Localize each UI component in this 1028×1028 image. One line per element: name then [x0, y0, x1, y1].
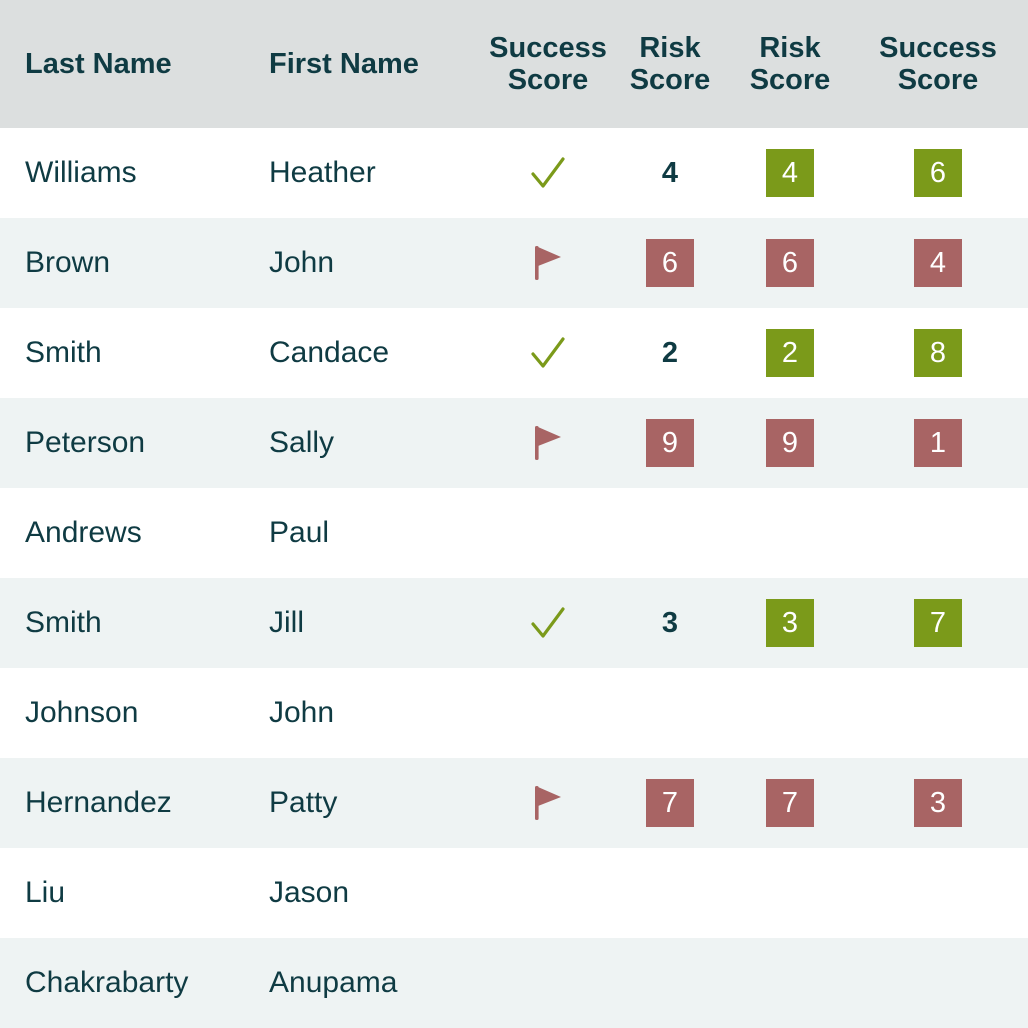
table-row[interactable]: Andrews Paul [0, 488, 1028, 578]
success-score-badge: 8 [914, 329, 962, 377]
header-risk-score[interactable]: Risk Score [610, 0, 730, 128]
table-header: Last Name First Name Success Score Risk Sc… [0, 0, 1028, 128]
last-name-cell: Liu [25, 876, 66, 909]
first-name-cell: John [269, 246, 335, 279]
risk-score-badge-cell: 3 [730, 578, 850, 668]
first-name-cell: Candace [269, 336, 390, 369]
risk-score-badge-cell: 2 [730, 308, 850, 398]
risk-score-badge: 6 [646, 239, 694, 287]
last-name-cell: Johnson [25, 696, 139, 729]
success-score-badge-cell: 3 [878, 758, 998, 848]
header-success-score-line1: Success [489, 32, 607, 64]
risk-score-badge: 2 [766, 329, 814, 377]
flag-icon [488, 758, 608, 848]
risk-score-cell: 4 [610, 128, 730, 218]
risk-score-value: 4 [661, 156, 679, 189]
last-name-cell: Smith [25, 606, 102, 639]
table-row[interactable]: Williams Heather 4 4 6 [0, 128, 1028, 218]
risk-score-badge: 9 [646, 419, 694, 467]
header-risk-score-badge[interactable]: Risk Score [730, 0, 850, 128]
success-score-badge-cell: 6 [878, 128, 998, 218]
header-risk-score-badge-line2: Score [749, 64, 831, 96]
table-row[interactable]: Johnson John [0, 668, 1028, 758]
first-name-cell: John [269, 696, 335, 729]
flag-icon [488, 218, 608, 308]
risk-score-badge: 3 [766, 599, 814, 647]
last-name-cell: Chakrabarty [25, 966, 189, 999]
table-row[interactable]: Brown John 6 6 4 [0, 218, 1028, 308]
risk-score-badge-cell: 4 [730, 128, 850, 218]
risk-score-cell: 9 [610, 398, 730, 488]
header-risk-score-line2: Score [629, 64, 711, 96]
check-icon [488, 308, 608, 398]
success-score-badge-cell: 4 [878, 218, 998, 308]
header-last-name[interactable]: Last Name [25, 48, 172, 80]
risk-score-badge: 6 [766, 239, 814, 287]
header-risk-score-badge-line1: Risk [759, 32, 821, 64]
success-score-badge: 3 [914, 779, 962, 827]
risk-score-badge: 9 [766, 419, 814, 467]
risk-score-value: 2 [661, 336, 679, 369]
first-name-cell: Heather [269, 156, 376, 189]
header-first-name[interactable]: First Name [269, 48, 419, 80]
last-name-cell: Williams [25, 156, 137, 189]
header-success-score-badge-line2: Score [897, 64, 979, 96]
table-row[interactable]: Liu Jason [0, 848, 1028, 938]
success-score-badge: 7 [914, 599, 962, 647]
success-score-badge: 1 [914, 419, 962, 467]
first-name-cell: Anupama [269, 966, 398, 999]
success-score-badge-cell: 8 [878, 308, 998, 398]
table-row[interactable]: Smith Candace 2 2 8 [0, 308, 1028, 398]
last-name-cell: Brown [25, 246, 111, 279]
header-success-score-line2: Score [507, 64, 589, 96]
first-name-cell: Patty [269, 786, 338, 819]
table-row[interactable]: Hernandez Patty 7 7 3 [0, 758, 1028, 848]
risk-score-value: 3 [661, 606, 679, 639]
risk-score-cell: 7 [610, 758, 730, 848]
last-name-cell: Andrews [25, 516, 142, 549]
risk-score-cell: 3 [610, 578, 730, 668]
risk-score-badge: 7 [766, 779, 814, 827]
success-score-badge-cell: 1 [878, 398, 998, 488]
success-score-badge: 6 [914, 149, 962, 197]
first-name-cell: Jill [269, 606, 304, 639]
first-name-cell: Sally [269, 426, 335, 459]
header-success-score-badge-line1: Success [879, 32, 997, 64]
risk-score-cell: 2 [610, 308, 730, 398]
risk-score-badge-cell: 7 [730, 758, 850, 848]
last-name-cell: Hernandez [25, 786, 172, 819]
header-success-score[interactable]: Success Score [488, 0, 608, 128]
last-name-cell: Peterson [25, 426, 146, 459]
header-risk-score-line1: Risk [639, 32, 701, 64]
last-name-cell: Smith [25, 336, 102, 369]
table-row[interactable]: Chakrabarty Anupama [0, 938, 1028, 1028]
risk-score-cell: 6 [610, 218, 730, 308]
header-success-score-badge[interactable]: Success Score [878, 0, 998, 128]
success-score-badge: 4 [914, 239, 962, 287]
risk-score-badge: 7 [646, 779, 694, 827]
risk-score-badge-cell: 6 [730, 218, 850, 308]
table-row[interactable]: Peterson Sally 9 9 1 [0, 398, 1028, 488]
risk-score-badge: 4 [766, 149, 814, 197]
flag-icon [488, 398, 608, 488]
check-icon [488, 578, 608, 668]
success-score-badge-cell: 7 [878, 578, 998, 668]
first-name-cell: Jason [269, 876, 350, 909]
risk-score-badge-cell: 9 [730, 398, 850, 488]
table-row[interactable]: Smith Jill 3 3 7 [0, 578, 1028, 668]
check-icon [488, 128, 608, 218]
first-name-cell: Paul [269, 516, 330, 549]
